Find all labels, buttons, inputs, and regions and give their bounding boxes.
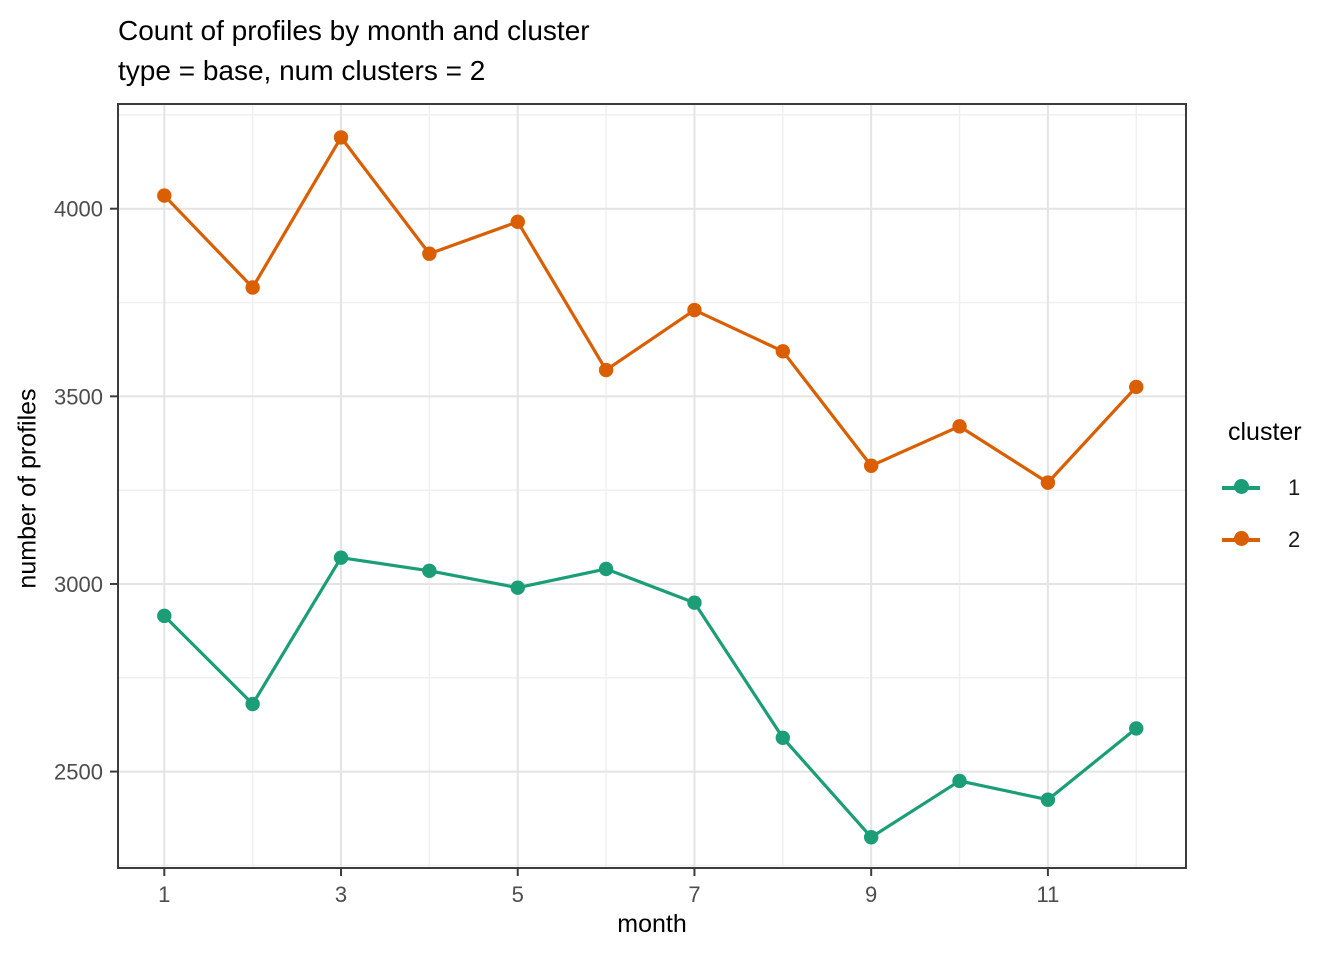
legend-title: cluster (1228, 418, 1302, 446)
data-point-cluster-1 (245, 696, 260, 712)
legend: cluster 1 2 (1222, 418, 1302, 577)
data-point-cluster-1 (863, 830, 879, 845)
data-point-cluster-2 (510, 214, 525, 230)
data-point-cluster-1 (333, 550, 349, 565)
data-point-cluster-2 (245, 280, 260, 295)
x-tick-label: 7 (688, 882, 700, 907)
legend-entry-label: 2 (1288, 527, 1301, 552)
legend-key-line-dot-icon (1222, 473, 1260, 503)
x-tick-label: 9 (865, 882, 877, 907)
data-point-cluster-1 (1129, 721, 1144, 736)
data-point-cluster-1 (1040, 792, 1056, 807)
y-tick-label: 3000 (54, 572, 103, 597)
panel-border (117, 103, 1187, 869)
data-point-cluster-2 (687, 302, 702, 318)
data-point-cluster-2 (863, 458, 879, 473)
data-point-cluster-1 (422, 563, 437, 579)
data-point-cluster-2 (1040, 475, 1056, 490)
legend-entry-label: 1 (1288, 475, 1301, 500)
data-point-cluster-1 (952, 773, 967, 789)
data-point-cluster-1 (598, 561, 614, 577)
data-point-cluster-2 (422, 246, 437, 261)
legend-entry-cluster-1: 1 (1222, 473, 1302, 503)
y-axis-title: number of profiles (13, 388, 42, 589)
data-point-cluster-1 (157, 608, 172, 624)
chart-title: Count of profiles by month and cluster (118, 15, 590, 46)
data-point-cluster-2 (333, 130, 349, 145)
x-tick-label: 11 (1036, 882, 1059, 907)
data-point-cluster-2 (1129, 379, 1144, 395)
x-tick-label: 3 (335, 882, 347, 907)
series-line-cluster-1 (163, 556, 1138, 839)
y-tick-label: 3500 (54, 384, 103, 409)
data-point-cluster-1 (775, 730, 791, 746)
legend-key-line-dot-icon (1222, 525, 1260, 555)
series-line-cluster-2 (163, 135, 1138, 485)
data-point-cluster-1 (687, 595, 702, 610)
y-tick-label: 2500 (54, 760, 103, 785)
data-point-cluster-1 (510, 580, 525, 595)
data-point-cluster-2 (598, 362, 614, 378)
x-tick-label: 1 (158, 882, 170, 907)
y-tick-label: 4000 (54, 197, 103, 222)
x-tick-label: 5 (512, 882, 524, 907)
chart-subtitle: type = base, num clusters = 2 (118, 55, 486, 86)
data-point-cluster-2 (157, 188, 172, 203)
data-point-cluster-2 (775, 344, 791, 359)
legend-entry-cluster-2: 2 (1222, 525, 1302, 555)
data-point-cluster-2 (952, 419, 967, 434)
x-axis-title: month (617, 910, 687, 938)
